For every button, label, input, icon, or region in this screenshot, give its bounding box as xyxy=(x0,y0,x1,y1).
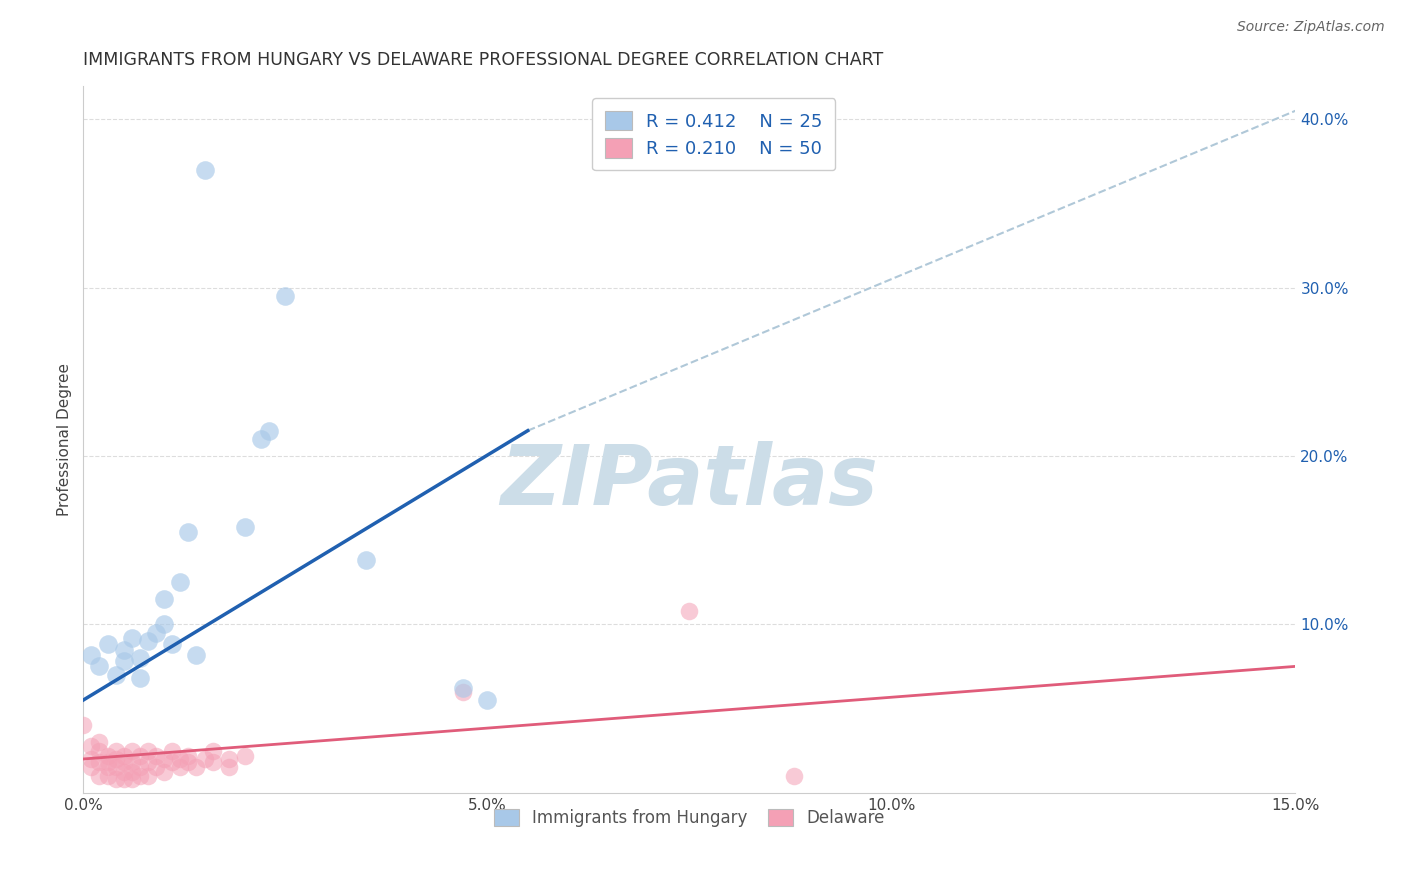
Point xyxy=(218,760,240,774)
Point xyxy=(145,760,167,774)
Point xyxy=(112,772,135,787)
Point xyxy=(104,752,127,766)
Point xyxy=(274,289,297,303)
Point xyxy=(121,765,143,780)
Point xyxy=(169,575,191,590)
Point xyxy=(96,769,118,783)
Point xyxy=(153,752,176,766)
Point xyxy=(128,748,150,763)
Point xyxy=(89,756,111,770)
Point xyxy=(89,735,111,749)
Point xyxy=(201,743,224,757)
Point xyxy=(153,592,176,607)
Point xyxy=(160,638,183,652)
Text: Source: ZipAtlas.com: Source: ZipAtlas.com xyxy=(1237,20,1385,34)
Point xyxy=(451,684,474,698)
Point xyxy=(153,765,176,780)
Point xyxy=(678,604,700,618)
Point xyxy=(128,760,150,774)
Point xyxy=(783,769,806,783)
Point xyxy=(112,642,135,657)
Point xyxy=(89,659,111,673)
Point xyxy=(96,760,118,774)
Point xyxy=(89,769,111,783)
Point xyxy=(104,760,127,774)
Point xyxy=(201,756,224,770)
Point xyxy=(104,743,127,757)
Point xyxy=(104,772,127,787)
Point xyxy=(451,681,474,696)
Point xyxy=(121,772,143,787)
Point xyxy=(80,739,103,753)
Point xyxy=(145,748,167,763)
Point xyxy=(233,519,256,533)
Point xyxy=(257,424,280,438)
Point xyxy=(112,765,135,780)
Point xyxy=(80,752,103,766)
Point xyxy=(112,654,135,668)
Point xyxy=(477,693,499,707)
Point xyxy=(121,756,143,770)
Point xyxy=(160,743,183,757)
Point xyxy=(112,748,135,763)
Point xyxy=(121,743,143,757)
Point xyxy=(250,432,273,446)
Legend: Immigrants from Hungary, Delaware: Immigrants from Hungary, Delaware xyxy=(488,802,891,834)
Text: IMMIGRANTS FROM HUNGARY VS DELAWARE PROFESSIONAL DEGREE CORRELATION CHART: IMMIGRANTS FROM HUNGARY VS DELAWARE PROF… xyxy=(83,51,883,69)
Point xyxy=(121,631,143,645)
Point xyxy=(193,752,215,766)
Point xyxy=(186,648,208,662)
Text: ZIPatlas: ZIPatlas xyxy=(501,441,879,522)
Point xyxy=(128,769,150,783)
Point xyxy=(354,553,377,567)
Point xyxy=(177,756,200,770)
Point xyxy=(136,756,159,770)
Point xyxy=(169,760,191,774)
Point xyxy=(136,634,159,648)
Y-axis label: Professional Degree: Professional Degree xyxy=(58,362,72,516)
Point xyxy=(136,743,159,757)
Point xyxy=(96,748,118,763)
Point xyxy=(169,752,191,766)
Point xyxy=(177,748,200,763)
Point xyxy=(80,760,103,774)
Point xyxy=(160,756,183,770)
Point xyxy=(233,748,256,763)
Point xyxy=(193,162,215,177)
Point xyxy=(145,625,167,640)
Point xyxy=(128,651,150,665)
Point xyxy=(104,667,127,681)
Point xyxy=(153,617,176,632)
Point xyxy=(218,752,240,766)
Point xyxy=(128,671,150,685)
Point xyxy=(112,756,135,770)
Point xyxy=(186,760,208,774)
Point xyxy=(72,718,94,732)
Point xyxy=(136,769,159,783)
Point xyxy=(89,743,111,757)
Point xyxy=(177,524,200,539)
Point xyxy=(96,756,118,770)
Point xyxy=(96,638,118,652)
Point xyxy=(80,648,103,662)
